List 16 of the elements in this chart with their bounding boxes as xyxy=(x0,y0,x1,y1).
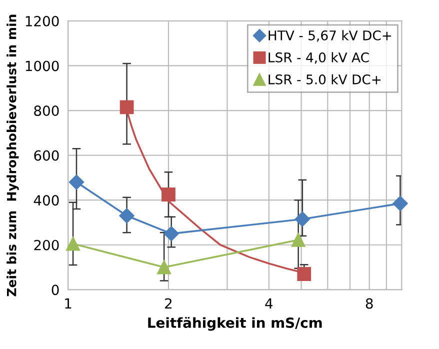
legend-label: LSR - 4,0 kV AC xyxy=(268,52,369,64)
x-tick-label: 1 xyxy=(65,298,72,309)
y-tick-label: 400 xyxy=(34,195,59,206)
x-axis-title: Leitfähigkeit in mS/cm xyxy=(148,317,322,331)
x-tick-label: 4 xyxy=(265,298,273,309)
y-tick-label: 1000 xyxy=(26,60,59,72)
y-tick-label: 600 xyxy=(34,150,59,161)
legend-label: LSR - 5.0 kV DC+ xyxy=(268,74,381,84)
y-tick-label: 0 xyxy=(52,284,59,296)
y-axis-title: Zeit bis zum Hydrophobieverlust in min xyxy=(6,14,19,296)
y-tick-label: 200 xyxy=(34,240,59,250)
x-tick-label: 2 xyxy=(165,298,172,309)
legend-label: HTV - 5,67 kV DC+ xyxy=(268,30,392,42)
x-tick-label: 8 xyxy=(366,298,373,309)
y-tick-label: 1200 xyxy=(26,16,59,26)
y-tick-label: 800 xyxy=(34,105,59,116)
